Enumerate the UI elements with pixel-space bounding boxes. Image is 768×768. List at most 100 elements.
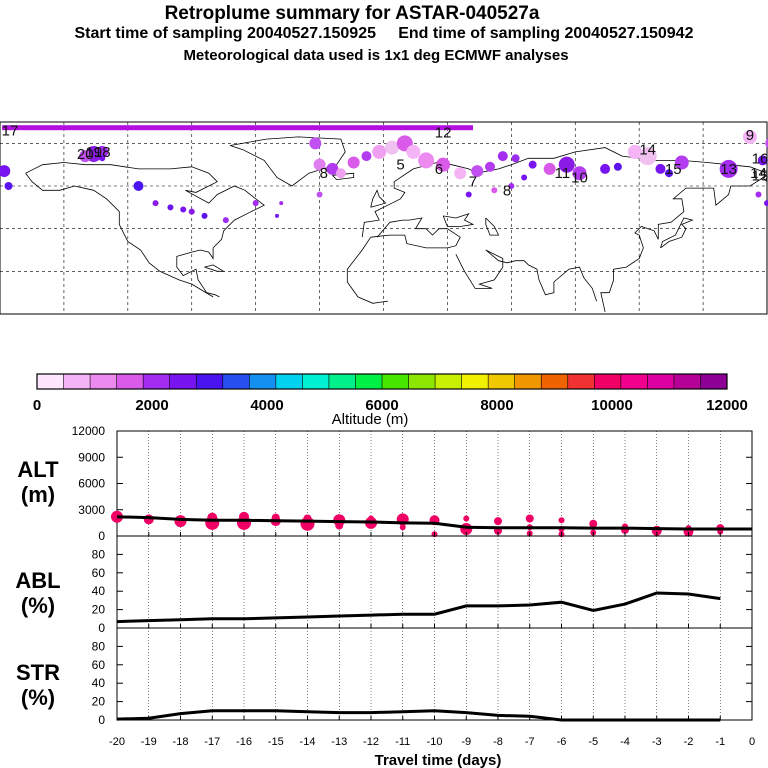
plume-dot (765, 138, 768, 149)
y-tick-label: 40 (92, 584, 106, 598)
day-label: 6 (435, 161, 443, 178)
x-tick-label: -13 (331, 736, 347, 748)
series-line (116, 709, 721, 722)
x-tick-label: -17 (204, 736, 220, 748)
colorbar-segment (461, 374, 489, 389)
plume-dot (757, 155, 768, 166)
panel-unit: (%) (21, 685, 55, 710)
day-label: 14 (750, 165, 767, 182)
plume-dot (167, 204, 174, 211)
series-line (116, 591, 721, 624)
plume-dot (764, 200, 768, 207)
coastline (442, 212, 475, 227)
plume-dot (406, 144, 421, 159)
plot-title: Retroplume summary for ASTAR-040527a (164, 3, 540, 24)
colorbar-segment (116, 374, 144, 389)
y-tick-label: 80 (92, 639, 106, 653)
colorbar-segment (63, 374, 91, 389)
panel-unit: (%) (21, 593, 55, 618)
colorbar-frame (36, 373, 728, 390)
plume-dot (465, 191, 472, 198)
sampling-times: Start time of sampling 20040527.150925 E… (74, 25, 694, 42)
y-tick-label: 40 (92, 676, 106, 690)
day-label: 20 (77, 146, 94, 163)
panel-unit: (m) (21, 482, 55, 507)
colorbar-segment (647, 374, 675, 389)
colorbar-segment (90, 374, 118, 389)
y-tick-label: 60 (92, 566, 106, 580)
colorbar-segment (435, 374, 463, 389)
plume-dot (491, 187, 498, 194)
x-tick-label: -6 (557, 736, 567, 748)
coastline (204, 264, 226, 272)
time-series-panels: 030006000900012000ALT(m)020406080ABL(%)0… (15, 424, 755, 748)
plume-dot (528, 160, 537, 169)
plume-dot (719, 159, 738, 178)
plume-dot (655, 163, 666, 174)
colorbar-segment (514, 374, 542, 389)
y-tick-label: 60 (92, 658, 106, 672)
plume-dot (4, 182, 13, 190)
plume-dot (742, 129, 757, 144)
day-label: 8 (320, 165, 328, 182)
plume-dot (543, 162, 556, 175)
colorbar-segment (594, 374, 622, 389)
plume-dot (99, 155, 106, 162)
day-label: 19 (85, 144, 102, 161)
colorbar-tick-label: 12000 (706, 397, 748, 414)
x-tick-label: -4 (620, 736, 630, 748)
plume-dot (508, 183, 515, 189)
x-tick-label: -16 (236, 736, 252, 748)
x-tick-label: -15 (268, 736, 284, 748)
coastline (370, 189, 387, 208)
plume-dot (385, 140, 400, 155)
day-label: 15 (665, 161, 682, 178)
day-label: 7 (469, 174, 477, 191)
colorbar-segment (541, 374, 569, 389)
plume-dot (627, 144, 642, 159)
y-tick-label: 0 (98, 529, 105, 543)
plume-dot (361, 151, 372, 162)
altitude-point (143, 514, 154, 525)
day-label: 10 (571, 169, 588, 186)
plume-dot (316, 191, 323, 198)
x-tick-label: -10 (427, 736, 443, 748)
colorbar-label: Altitude (m) (332, 411, 409, 428)
colorbar-tick-label: 4000 (250, 397, 283, 414)
coastline (485, 217, 500, 236)
plume-dot (252, 200, 259, 207)
coastline (229, 136, 346, 187)
colorbar-tick-label: 8000 (480, 397, 513, 414)
day-label: 17 (2, 123, 19, 140)
coastline (600, 174, 768, 312)
plume-dot (222, 217, 229, 224)
day-label: 13 (720, 161, 737, 178)
day-label: 5 (396, 157, 404, 174)
day-label: 14 (639, 142, 656, 159)
plume-dot (0, 165, 11, 178)
meteo-source: Meteorological data used is 1x1 deg ECMW… (183, 47, 569, 64)
altitude-point (589, 519, 598, 528)
panel-label: ALT (17, 457, 59, 482)
day-label: 11 (555, 165, 571, 182)
x-tick-label: -12 (363, 736, 379, 748)
colorbar-tick-label: 0 (33, 397, 41, 414)
altitude-colorbar: 0 2000 4000 6000 8000 10000 12000 (33, 373, 748, 414)
day-label: 12 (435, 125, 452, 142)
plume-dot (558, 156, 575, 173)
plume-dot (313, 158, 326, 171)
y-tick-label: 20 (92, 695, 106, 709)
altitude-point (463, 515, 470, 522)
altitude-point (558, 517, 565, 524)
coastline (762, 174, 768, 182)
y-tick-label: 12000 (72, 424, 106, 438)
colorbar-tick-label: 10000 (591, 397, 633, 414)
coastline (370, 217, 461, 249)
colorbar-tick-label: 2000 (135, 397, 168, 414)
coastline (332, 172, 355, 181)
plume-dot (372, 144, 387, 159)
x-tick-label: -8 (493, 736, 503, 748)
plume-dot (638, 147, 657, 166)
plume-band (2, 125, 473, 131)
